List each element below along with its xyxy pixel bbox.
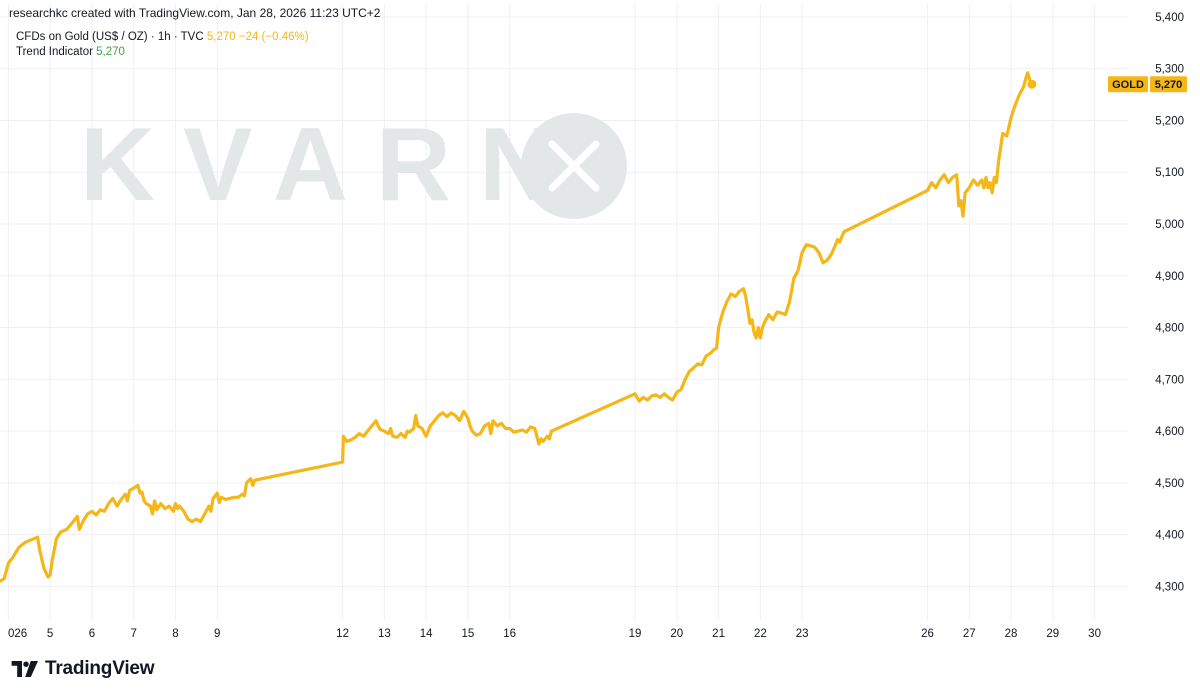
price-badge-label-bg [1108, 76, 1148, 93]
chart-attribution: researchkc created with TradingView.com,… [9, 6, 380, 20]
legend-indicator-value: 5,270 [96, 46, 125, 58]
price-badge-value-bg [1150, 76, 1187, 93]
y-tick-label: 4,600 [1155, 426, 1184, 438]
x-tick-label: 5 [47, 628, 53, 640]
tradingview-logo-icon [11, 661, 38, 677]
legend-indicator-row[interactable]: Trend Indicator 5,270 [16, 45, 309, 60]
x-tick-label: 15 [462, 628, 475, 640]
y-tick-label: 4,300 [1155, 581, 1184, 593]
last-price-dot [1027, 79, 1037, 89]
watermark: KVARN [80, 107, 640, 233]
legend-change: −24 (−0.46%) [238, 31, 309, 43]
tradingview-brand-text: TradingView [45, 658, 155, 679]
price-badge: GOLD 5,270 [1108, 76, 1187, 93]
attribution-text: researchkc created with TradingView.com,… [9, 6, 381, 20]
y-tick-label: 4,800 [1155, 323, 1184, 335]
x-tick-label: 19 [629, 628, 642, 640]
x-tick-label: 27 [963, 628, 976, 640]
y-tick-label: 4,500 [1155, 478, 1184, 490]
y-tick-label: 5,300 [1155, 64, 1184, 76]
x-tick-label: 28 [1005, 628, 1018, 640]
y-tick-label: 4,400 [1155, 530, 1184, 542]
chart-legend: CFDs on Gold (US$ / OZ) · 1h · TVC 5,270… [16, 30, 309, 60]
x-tick-label: 29 [1046, 628, 1059, 640]
x-circle-icon [521, 113, 627, 219]
x-tick-label: 9 [214, 628, 220, 640]
tradingview-logo[interactable]: TradingView [11, 658, 155, 680]
x-tick-label: 30 [1088, 628, 1101, 640]
x-tick-label: 20 [670, 628, 683, 640]
chart-grid [0, 4, 1128, 620]
x-tick-label: 22 [754, 628, 767, 640]
time-axis[interactable]: 026 5 6 7 8 9 12 13 14 15 16 19 20 21 22 23 26 27 28 29 30 [8, 628, 1101, 640]
y-tick-label: 5,400 [1155, 12, 1184, 24]
x-tick-label: 13 [378, 628, 391, 640]
y-tick-label: 5,200 [1155, 115, 1184, 127]
x-tick-label: 16 [503, 628, 516, 640]
x-tick-label: 14 [420, 628, 433, 640]
legend-price: 5,270 [206, 31, 236, 43]
watermark-text: KVARN [80, 108, 582, 223]
price-axis[interactable]: 4,300 4,400 4,500 4,600 4,700 4,800 4,900 5,000… [1155, 12, 1184, 593]
x-tick-label: 8 [172, 628, 178, 640]
x-tick-label: 7 [130, 628, 136, 640]
legend-symbol: CFDs on Gold (US$ / OZ) · 1h · TVC [16, 31, 204, 43]
legend-indicator-name: Trend Indicator [16, 46, 93, 58]
y-tick-label: 5,100 [1155, 167, 1184, 179]
y-tick-label: 5,000 [1155, 219, 1184, 231]
y-tick-label: 4,900 [1155, 271, 1184, 283]
price-badge-label: GOLD [1112, 79, 1144, 91]
legend-symbol-row[interactable]: CFDs on Gold (US$ / OZ) · 1h · TVC 5,270… [16, 30, 309, 45]
price-badge-value: 5,270 [1155, 79, 1183, 91]
x-tick-label: 26 [921, 628, 934, 640]
x-tick-label: 23 [796, 628, 809, 640]
x-tick-label: 026 [8, 628, 27, 640]
x-tick-label: 12 [336, 628, 349, 640]
series-line-gold [0, 71, 1034, 583]
x-tick-label: 21 [712, 628, 725, 640]
x-tick-label: 6 [89, 628, 95, 640]
y-tick-label: 4,700 [1155, 374, 1184, 386]
